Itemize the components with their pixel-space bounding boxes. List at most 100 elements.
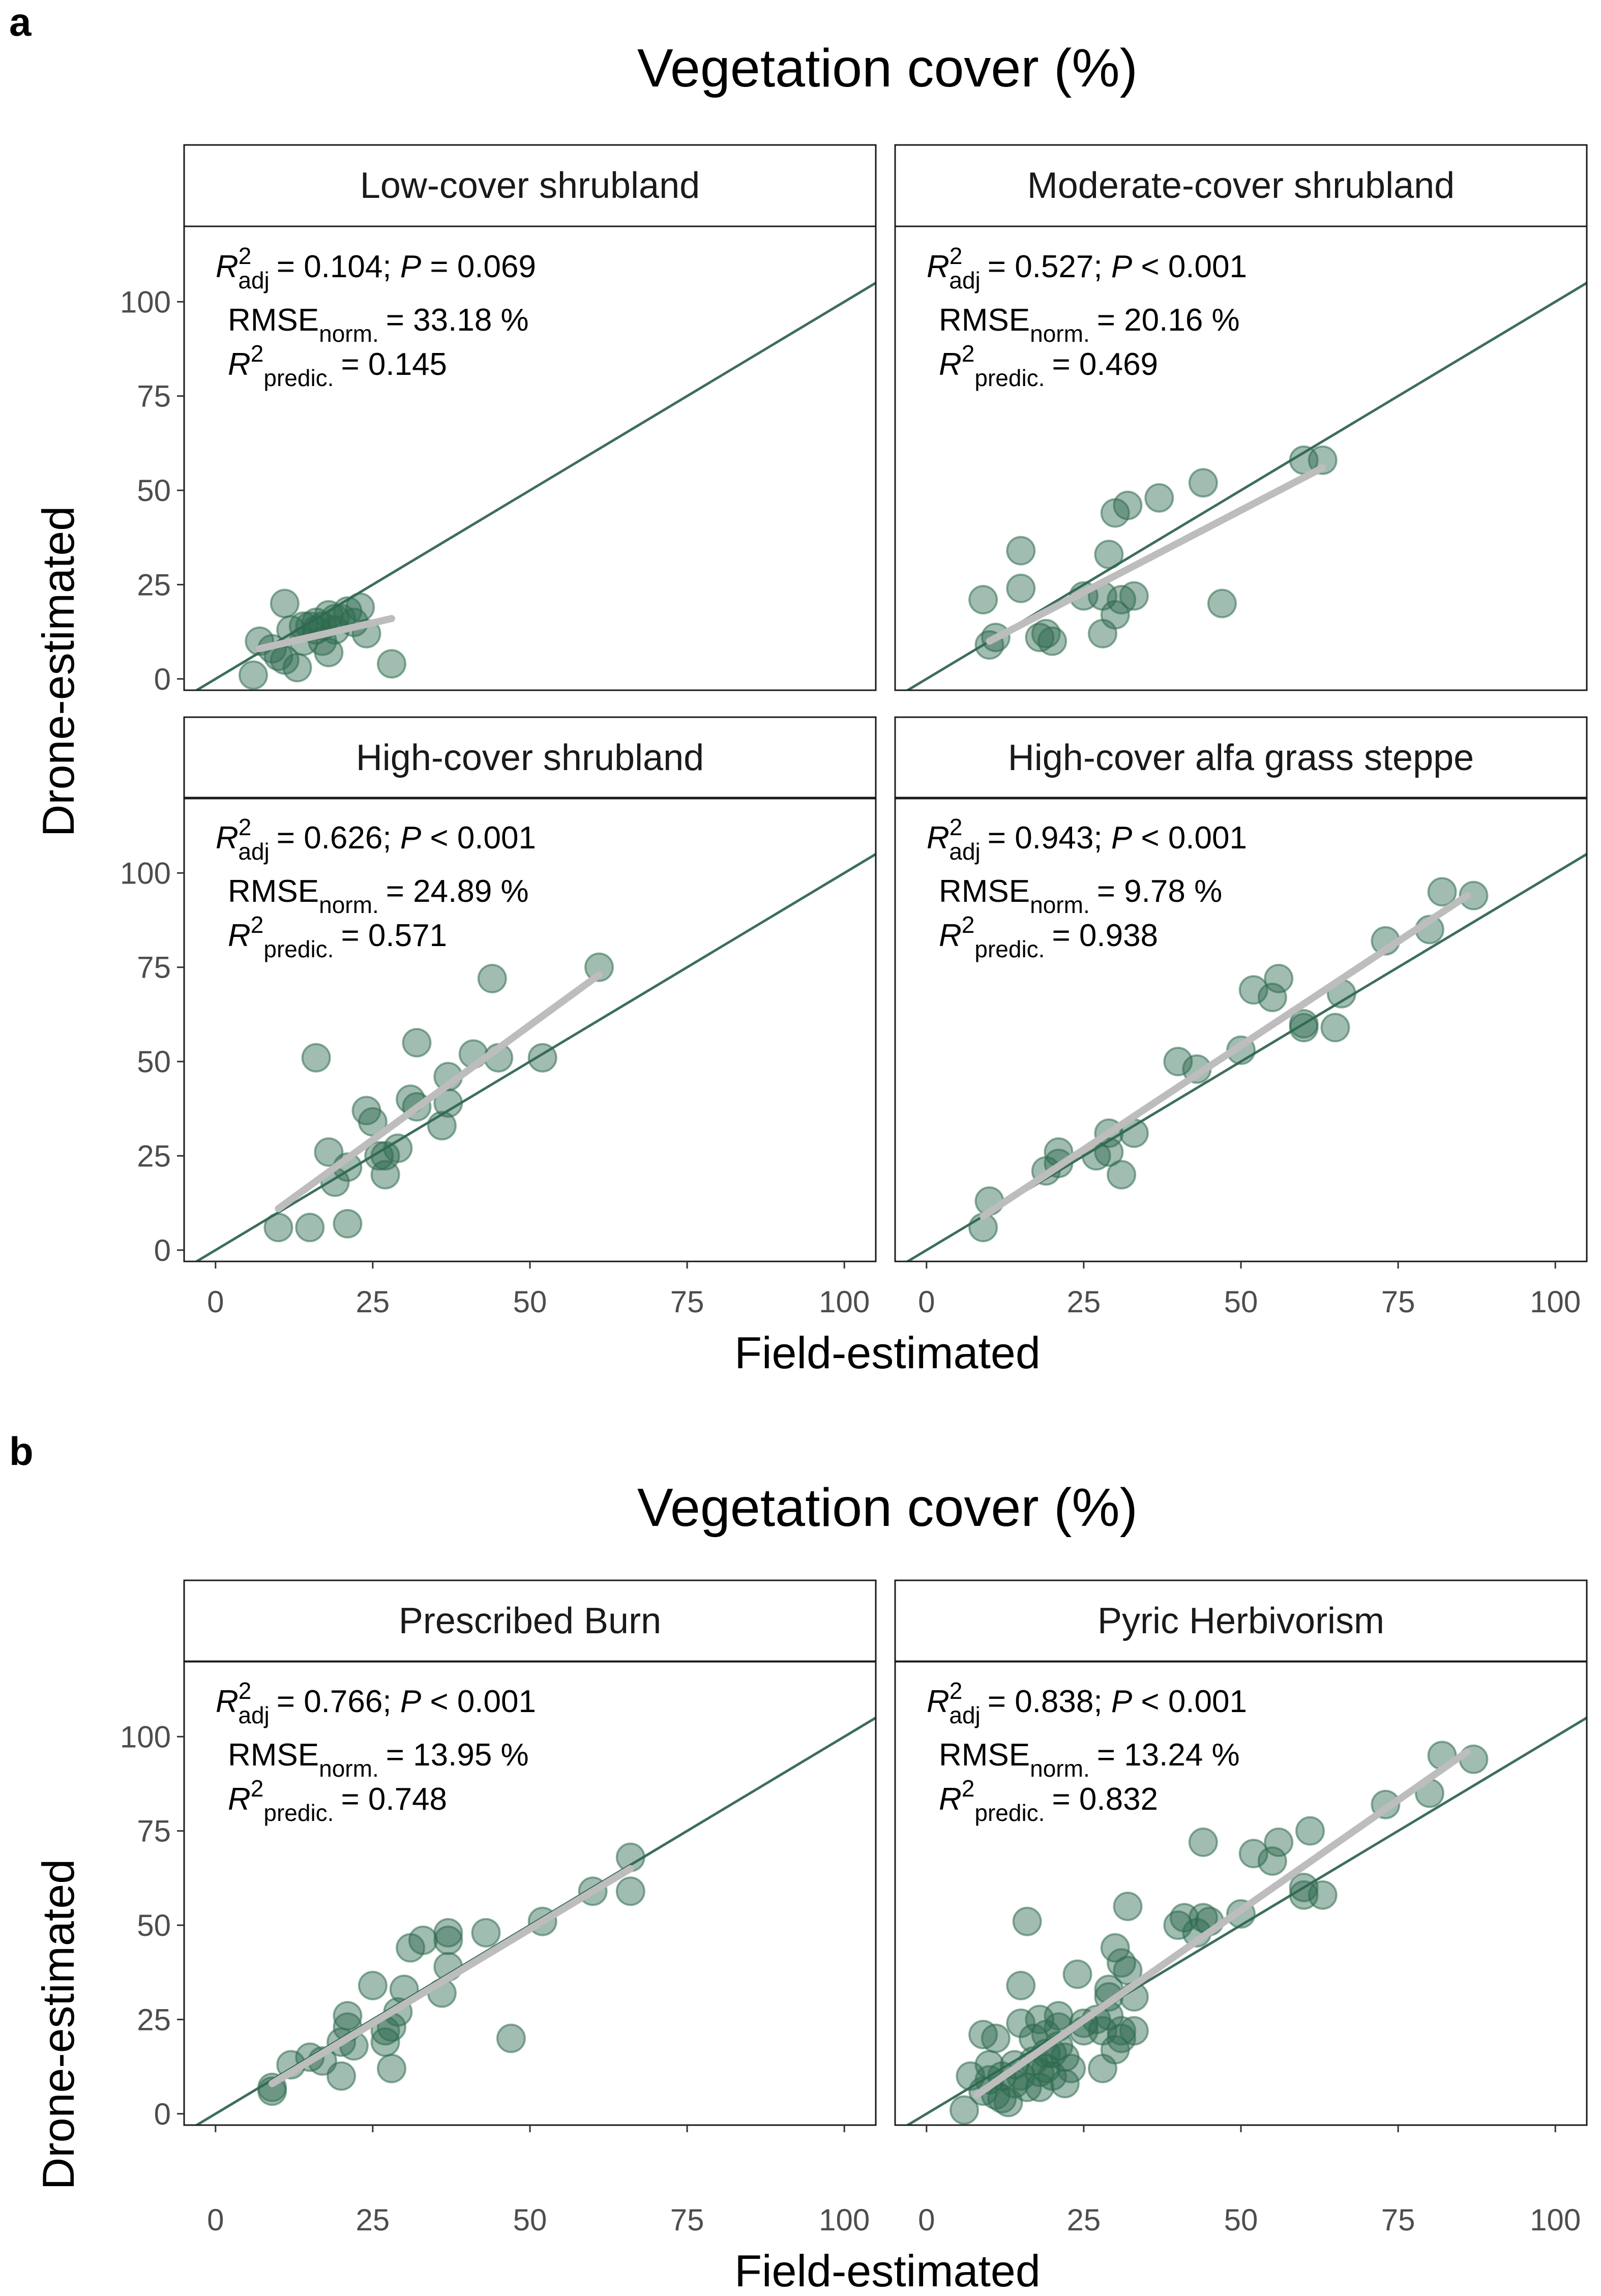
stat-rmse-label: RMSE [939,874,1030,909]
data-point [1119,2016,1149,2046]
data-point [1006,536,1036,566]
stat-rmse: RMSEnorm. = 9.78 % [939,874,1222,918]
data-point [333,1209,363,1239]
stat-r2pred: R2predic. = 0.469 [939,340,1158,391]
data-point [345,592,375,622]
stat-r2adj-value: = 0.943; [988,820,1111,856]
data-point [1427,877,1457,907]
stat-r2adj: R2 adj = 0.626; P < 0.001 [216,814,536,865]
stat-p-value: < 0.001 [421,1684,536,1719]
stat-r2pred: R2predic. = 0.832 [939,1775,1158,1826]
stat-rmse: RMSEnorm. = 33.18 % [228,303,529,347]
fit-line [980,892,1471,1220]
stat-norm-subscript: norm. [1030,892,1090,918]
stat-p-value: = 0.069 [421,249,536,284]
facet-strip [894,1579,1588,1663]
chart-title: Vegetation cover (%) [637,1478,1138,1538]
data-point [1308,1880,1338,1910]
fit-line [256,615,395,653]
identity-line [905,1716,1587,2125]
stat-pred-subscript: predic. [263,365,334,391]
x-tick-label: 75 [670,2203,704,2237]
stat-p-symbol: P [1111,1684,1132,1719]
data-point [383,1133,413,1163]
stat-p-symbol: P [1111,249,1132,284]
y-tick-label: 0 [154,2097,171,2131]
stat-r2adj: R2 adj = 0.527; P < 0.001 [927,243,1247,293]
stat-r2pred-value: = 0.832 [1052,1782,1158,1817]
stat-superscript: 2 [962,1775,975,1802]
stat-superscript: 2 [239,243,252,269]
stat-pred-subscript: predic. [974,1800,1045,1826]
data-point [1062,1959,1092,1989]
data-point [1264,963,1294,993]
x-tick-label: 25 [1067,1285,1101,1319]
y-tick-label: 75 [137,951,171,985]
facet-strip [183,716,877,800]
stat-rmse-value: = 9.78 % [1097,874,1222,909]
data-point [333,2000,363,2030]
x-tick-label: 0 [207,2203,224,2237]
data-point [314,637,344,667]
stat-norm-subscript: norm. [319,892,379,918]
data-point [1264,1827,1294,1857]
data-point [1006,2008,1036,2038]
data-point [1257,982,1287,1012]
stat-rmse: RMSEnorm. = 20.16 % [939,303,1240,347]
stat-superscript: 2 [950,1677,963,1704]
data-point [1113,490,1143,520]
facet-a-2: High-cover shrubland 0 25 50 75 100 0 25 50 75 100… [120,716,877,1319]
x-tick-label: 75 [1381,2203,1415,2237]
stat-p-symbol: P [400,820,421,856]
data-point [584,952,614,982]
data-point [1295,1816,1325,1846]
x-axis-title: Field-estimated [734,2246,1041,2296]
stat-r-symbol: R [216,249,239,284]
stat-superscript: 2 [962,911,975,938]
x-axis-title: Field-estimated [734,1328,1041,1378]
section-b: b Vegetation cover (%) Prescribed Burn 0 25 5… [9,1429,1588,2296]
stat-r2pred: R2predic. = 0.571 [228,911,447,962]
x-tick-label: 25 [356,2203,390,2237]
stat-r-symbol: R [216,820,239,856]
data-point [968,585,998,615]
panel-border [894,225,1588,691]
stat-r2adj: R2 adj = 0.838; P < 0.001 [927,1677,1247,1728]
facet-label: Prescribed Burn [399,1601,661,1641]
stat-adj-subscript: adj [949,1702,980,1728]
facet-label: Pyric Herbivorism [1098,1601,1384,1641]
plot-area [905,1716,1587,2125]
stat-r2pred-value: = 0.938 [1052,918,1158,953]
stat-r-symbol: R [927,1684,950,1719]
data-point [1163,1047,1193,1077]
data-point [239,660,268,690]
stat-rmse-label: RMSE [228,303,319,338]
stat-rmse-value: = 33.18 % [386,303,529,338]
stat-adj-subscript: adj [949,838,980,865]
data-point [282,653,312,683]
data-point [1012,1906,1042,1936]
fit-line [269,1865,634,2087]
stat-adj-subscript: adj [238,267,269,293]
stat-r2pred-value: = 0.748 [341,1782,447,1817]
stat-r2adj-value: = 0.838; [988,1684,1111,1719]
stat-rmse-value: = 13.95 % [386,1738,529,1773]
y-tick-label: 25 [137,2003,171,2037]
data-point [1459,1744,1489,1774]
panel-border [183,225,877,691]
facet-label: Low-cover shrubland [360,165,700,206]
stat-r2pred-value: = 0.571 [341,918,447,953]
plot-area [905,852,1587,1261]
data-point [496,2023,526,2053]
stat-r2pred-value: = 0.469 [1052,347,1158,382]
facet-label: High-cover shrubland [356,738,704,778]
data-point [433,1925,463,1955]
stat-r-symbol: R [939,918,962,953]
x-tick-label: 25 [1067,2203,1101,2237]
data-point [1050,2069,1080,2099]
stat-p-value: < 0.001 [421,820,536,856]
stat-p-value: < 0.001 [1132,820,1247,856]
stat-r2adj-value: = 0.766; [277,1684,400,1719]
x-tick-label: 100 [1530,1285,1581,1319]
stat-adj-subscript: adj [238,838,269,865]
